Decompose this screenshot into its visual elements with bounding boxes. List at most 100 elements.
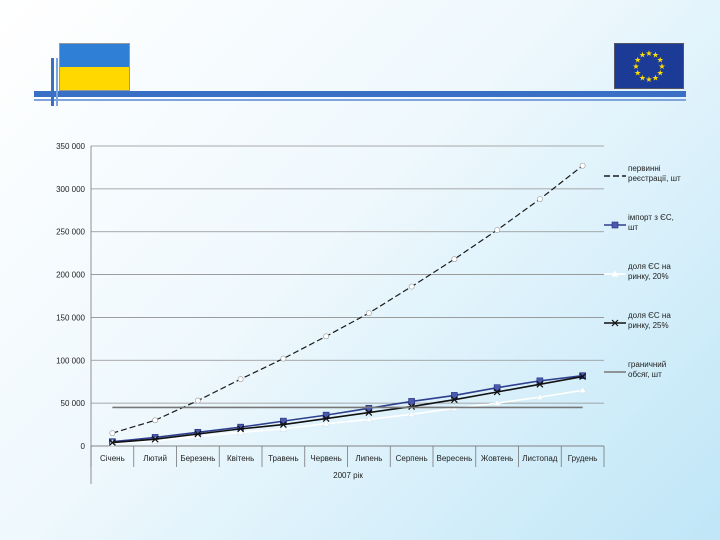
legend-label: первинні реєстрації, шт (628, 164, 681, 183)
series-line (112, 375, 583, 444)
header-divider-thin (34, 99, 686, 101)
data-point (108, 439, 116, 446)
data-point (408, 403, 416, 410)
data-point (450, 396, 458, 404)
data-point (365, 404, 373, 412)
series-line (112, 374, 583, 443)
eu-flag-icon: ★ ★ ★ ★ ★ ★ ★ ★ ★ ★ ★ ★ (614, 43, 684, 89)
data-point (579, 372, 586, 380)
data-point (493, 399, 502, 406)
y-tick-label: 50 000 (61, 399, 86, 408)
legend-label-line: ринку, 20% (628, 272, 669, 281)
x-tick-label: Січень (100, 454, 125, 463)
data-point (535, 393, 544, 400)
data-point (451, 392, 458, 399)
x-tick-label: Травень (268, 454, 299, 463)
legend-label-line: реєстрації, шт (628, 174, 681, 183)
legend-label-line: ринку, 25% (628, 321, 669, 330)
data-point (322, 415, 330, 422)
data-point (280, 355, 287, 362)
eu-star-icon: ★ (657, 69, 664, 78)
legend-label-line: граничний (628, 360, 666, 369)
y-tick-label: 350 000 (56, 142, 85, 151)
data-point (279, 424, 288, 432)
data-point (408, 398, 415, 405)
data-point (279, 421, 287, 428)
x-tick-label: Жовтень (481, 454, 513, 463)
legend-label: доля ЄС на ринку, 20% (628, 262, 671, 281)
data-point (408, 283, 415, 290)
data-point (194, 430, 202, 438)
data-point (365, 409, 373, 416)
x-tick-label: Серпень (396, 454, 428, 463)
x-tick-label: Липень (355, 454, 382, 463)
legend-label-line: імпорт з ЄС, (628, 213, 674, 222)
x-axis-ticks: Січень Лютий Березень Квітень Травень Червень… (90, 446, 605, 467)
legend-marker (611, 270, 619, 277)
x-tick-label: Вересень (437, 454, 473, 463)
x-tick-label: Грудень (568, 454, 598, 463)
legend-marker (611, 221, 619, 229)
x-tick-label: Квітень (227, 454, 254, 463)
chart-legend: первинні реєстрації, шт імпорт з ЄС, шт доля… (604, 164, 681, 379)
data-point (494, 227, 501, 233)
legend-label-line: шт (628, 223, 638, 232)
x-tick-label: Листопад (522, 454, 558, 463)
data-point (579, 373, 587, 380)
data-point (194, 397, 201, 404)
header-divider (34, 91, 686, 97)
eu-star-icon: ★ (645, 75, 652, 84)
series-line (112, 165, 583, 434)
data-point (578, 386, 587, 394)
data-point (407, 410, 416, 418)
eu-star-icon: ★ (645, 49, 652, 58)
data-point (493, 388, 501, 396)
data-point (151, 435, 159, 443)
x-tick-label: Березень (180, 454, 215, 463)
y-tick-label: 150 000 (56, 313, 85, 322)
flag-yellow-stripe (60, 67, 129, 90)
data-point (364, 415, 373, 423)
y-tick-label: 200 000 (56, 271, 85, 280)
legend-label-line: доля ЄС на (628, 311, 671, 320)
data-point (322, 419, 331, 427)
data-point (236, 428, 245, 436)
eu-star-icon: ★ (657, 56, 664, 65)
legend-label: імпорт з ЄС, шт (628, 213, 674, 232)
legend-label-line: доля ЄС на (628, 262, 671, 271)
series-line (112, 389, 583, 445)
legend-label-line: обсяг, шт (628, 370, 662, 379)
data-point (109, 430, 116, 437)
eu-star-icon: ★ (632, 62, 639, 71)
data-point (579, 162, 586, 169)
eu-star-icon: ★ (639, 73, 646, 82)
eu-star-icon: ★ (652, 73, 659, 82)
chart-series (108, 162, 587, 447)
data-point (237, 425, 245, 433)
vertical-accent-bar-thin (56, 58, 58, 106)
legend-label: граничний обсяг, шт (628, 360, 666, 379)
eu-stars-icon: ★ ★★★★★★★★★★★ (632, 49, 665, 84)
legend-marker (611, 319, 619, 327)
legend-label-line: первинні (628, 164, 661, 173)
vertical-accent-bar (51, 58, 54, 106)
eu-star-icon: ★ (634, 56, 641, 65)
legend-label: доля ЄС на ринку, 25% (628, 311, 671, 330)
x-axis-label: 2007 рік (333, 471, 363, 480)
x-tick-label: Червень (310, 454, 341, 463)
chart-axes (90, 146, 604, 484)
eu-star-icon: ★ (634, 69, 641, 78)
chart-grid (91, 145, 604, 447)
y-tick-label: 100 000 (56, 356, 85, 365)
data-point (451, 256, 458, 263)
ukraine-flag-icon (59, 43, 130, 91)
y-axis-ticks: 0 50 000 100 000 150 000 200 000 250 000 300 0… (56, 142, 85, 451)
eu-star-icon: ★ (639, 51, 646, 60)
flag-blue-stripe (60, 44, 129, 67)
data-point (536, 380, 544, 388)
y-tick-label: 0 (81, 442, 86, 451)
data-point (237, 376, 244, 383)
y-tick-label: 300 000 (56, 185, 85, 194)
eu-star-icon: ★ (652, 51, 659, 60)
